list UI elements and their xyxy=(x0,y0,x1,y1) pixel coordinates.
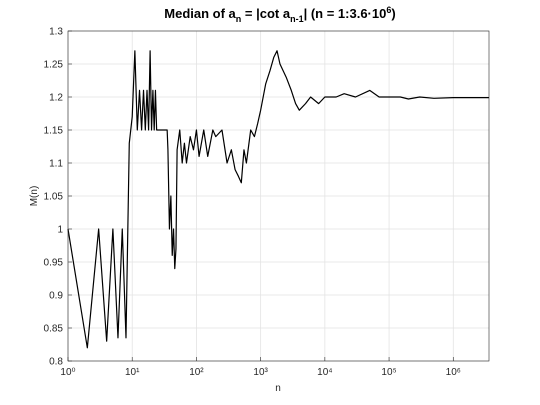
y-tick-label: 1.3 xyxy=(49,27,63,38)
chart-title: Median of an = |cot an-1| (n = 1:3.6·106… xyxy=(164,5,395,24)
x-tick-label: 10⁴ xyxy=(317,367,332,378)
y-axis-label: M(n) xyxy=(29,186,40,207)
data-line xyxy=(67,50,489,349)
x-tick-label: 10² xyxy=(189,367,204,378)
y-tick-label: 0.8 xyxy=(49,357,63,368)
x-tick-label: 10⁰ xyxy=(60,367,75,378)
x-tick-label: 10⁵ xyxy=(381,367,396,378)
title-part: | (n = 1:3.6·10 xyxy=(304,6,387,21)
x-tick-label: 10¹ xyxy=(125,367,140,378)
title-part: = |cot a xyxy=(241,6,291,21)
title-part: Median of a xyxy=(164,6,236,21)
x-tick-label: 10³ xyxy=(253,367,268,378)
title-part: 6 xyxy=(386,5,391,15)
x-tick-label: 10⁶ xyxy=(446,367,461,378)
title-part: n-1 xyxy=(290,14,304,24)
y-tick-label: 0.9 xyxy=(49,291,63,302)
title-part: n xyxy=(236,14,242,24)
y-tick-label: 1.25 xyxy=(44,60,64,71)
y-tick-label: 1 xyxy=(57,225,63,236)
y-tick-label: 0.95 xyxy=(44,258,64,269)
y-tick-label: 1.2 xyxy=(49,93,63,104)
x-axis-label: n xyxy=(275,383,281,394)
y-tick-label: 1.05 xyxy=(44,192,64,203)
axes-box xyxy=(67,30,490,362)
y-tick-label: 1.1 xyxy=(49,159,63,170)
y-tick-label: 0.85 xyxy=(44,324,64,335)
title-part: ) xyxy=(391,6,395,21)
y-tick-label: 1.15 xyxy=(44,126,64,137)
